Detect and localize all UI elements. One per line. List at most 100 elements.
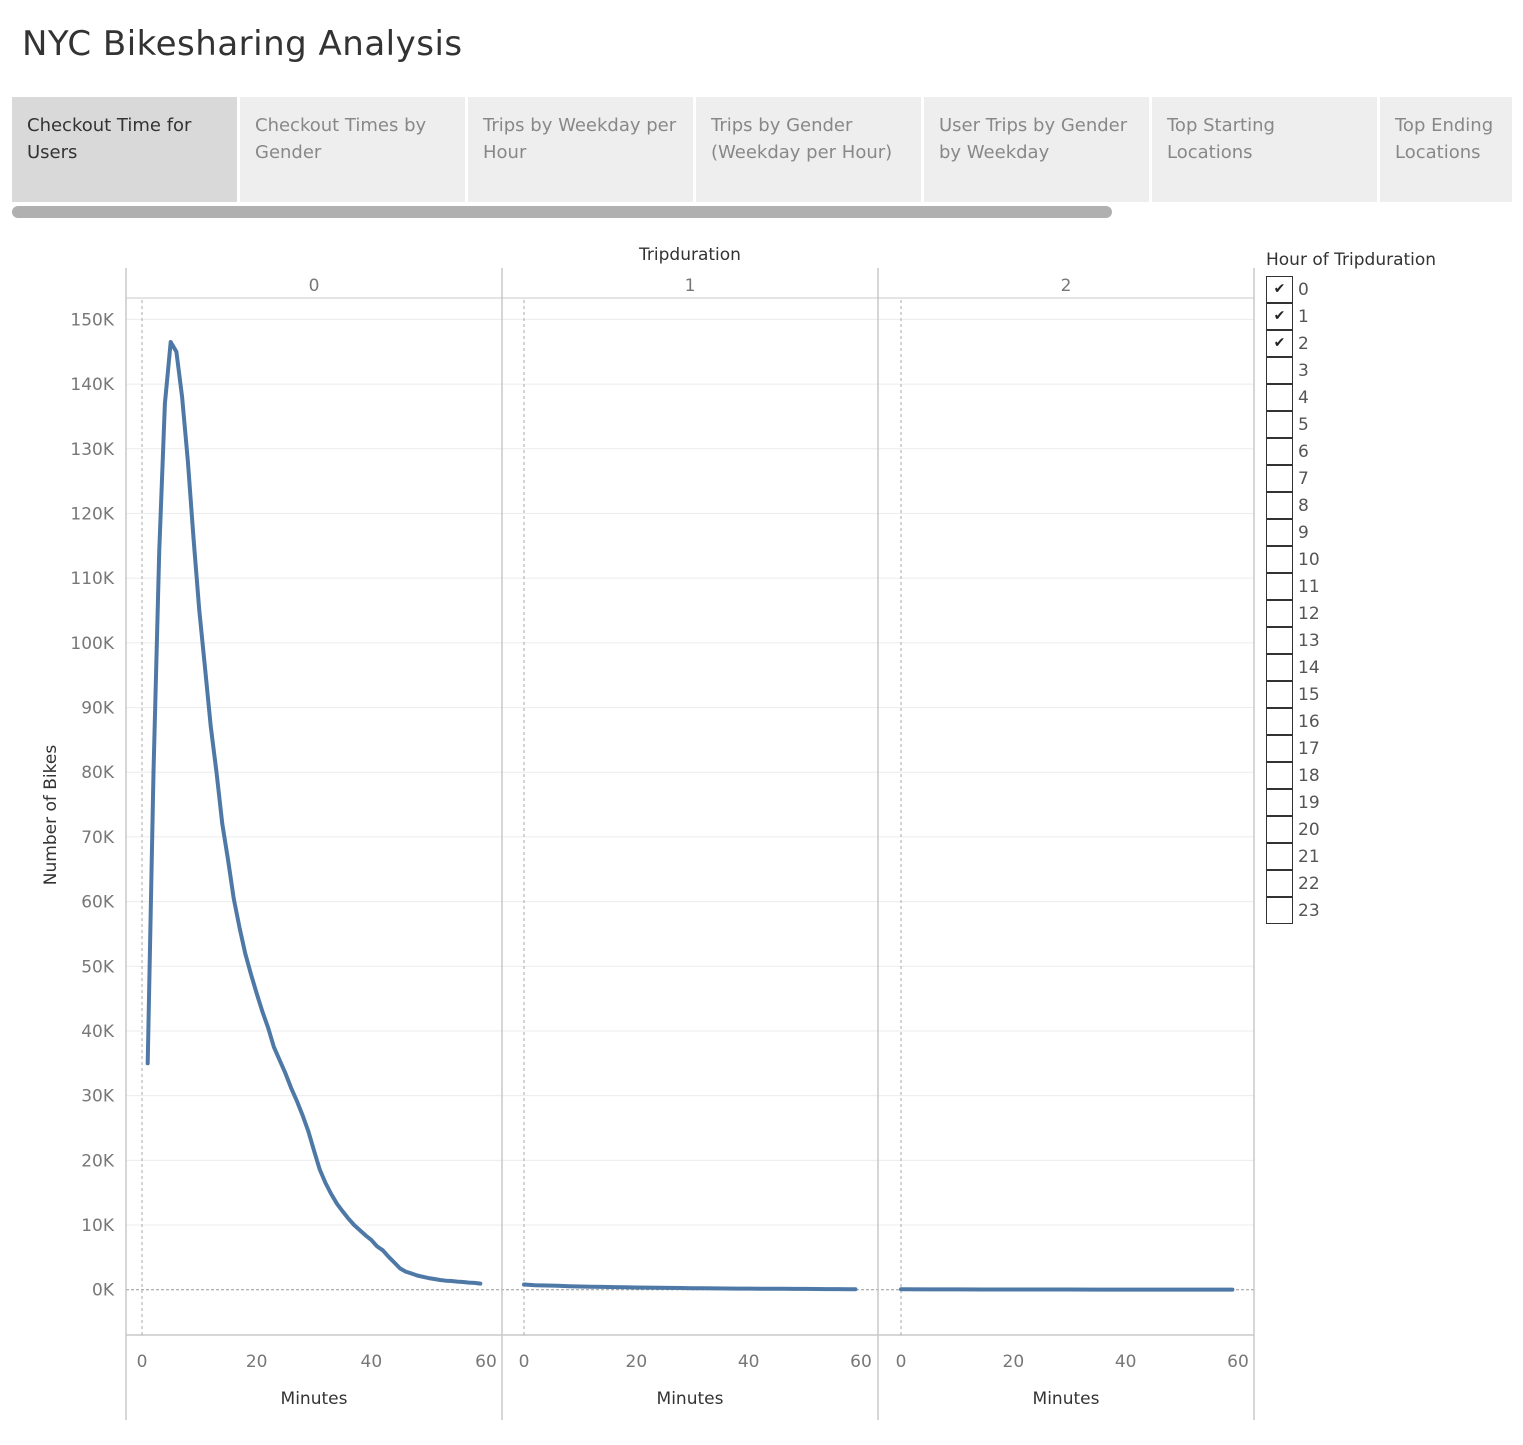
legend-item-label: 9 [1298,522,1309,543]
legend-item-hour-2[interactable]: ✔ 2 [1266,329,1436,357]
checkbox-unchecked-icon[interactable] [1266,680,1293,708]
y-tick-label: 100K [70,634,114,654]
x-tick-label: 40 [738,1352,760,1372]
y-tick-label: 110K [70,569,114,589]
legend-item-label: 23 [1298,900,1320,921]
checkbox-checked-icon[interactable]: ✔ [1266,329,1293,357]
panel-header-label: 2 [1061,276,1072,296]
x-axis-label: Minutes [657,1389,724,1409]
legend-item-hour-23[interactable]: 23 [1266,896,1436,924]
dashboard-tabs: Checkout Time for Users Checkout Times b… [12,97,1512,202]
checkbox-unchecked-icon[interactable] [1266,491,1293,519]
y-tick-label: 60K [81,893,115,913]
legend-item-label: 3 [1298,360,1309,381]
y-tick-label: 30K [81,1087,115,1107]
legend-item-hour-12[interactable]: 12 [1266,599,1436,627]
legend-item-label: 18 [1298,765,1320,786]
checkbox-unchecked-icon[interactable] [1266,464,1293,492]
x-tick-label: 40 [1115,1352,1137,1372]
legend-item-hour-4[interactable]: 4 [1266,383,1436,411]
checkbox-unchecked-icon[interactable] [1266,842,1293,870]
checkbox-unchecked-icon[interactable] [1266,869,1293,897]
x-tick-label: 20 [246,1352,268,1372]
y-tick-label: 140K [70,375,114,395]
legend-item-label: 17 [1298,738,1320,759]
checkbox-checked-icon[interactable]: ✔ [1266,302,1293,330]
legend-item-hour-11[interactable]: 11 [1266,572,1436,600]
tab-trips-by-gender-weekday-per-hour[interactable]: Trips by Gender (Weekday per Hour) [696,97,921,202]
legend-item-hour-18[interactable]: 18 [1266,761,1436,789]
legend-item-hour-20[interactable]: 20 [1266,815,1436,843]
legend-item-label: 20 [1298,819,1320,840]
x-tick-label: 0 [519,1352,530,1372]
legend-item-label: 0 [1298,279,1309,300]
legend-item-hour-22[interactable]: 22 [1266,869,1436,897]
legend-item-label: 4 [1298,387,1309,408]
legend-items: ✔ 0 ✔ 1 ✔ 2 3 4 5 6 7 8 9 10 11 12 13 14 15 16 17 18 19 20 21 22 2… [1266,275,1436,924]
tab-trips-by-weekday-per-hour[interactable]: Trips by Weekday per Hour [468,97,693,202]
checkbox-unchecked-icon[interactable] [1266,545,1293,573]
y-tick-label: 50K [81,957,115,977]
y-tick-label: 90K [81,699,115,719]
legend-item-hour-6[interactable]: 6 [1266,437,1436,465]
legend-item-label: 15 [1298,684,1320,705]
legend-item-hour-17[interactable]: 17 [1266,734,1436,762]
x-tick-label: 60 [475,1352,497,1372]
checkbox-unchecked-icon[interactable] [1266,707,1293,735]
checkbox-checked-icon[interactable]: ✔ [1266,275,1293,303]
legend-item-hour-3[interactable]: 3 [1266,356,1436,384]
checkbox-unchecked-icon[interactable] [1266,896,1293,924]
legend-item-hour-9[interactable]: 9 [1266,518,1436,546]
legend-item-hour-8[interactable]: 8 [1266,491,1436,519]
checkbox-unchecked-icon[interactable] [1266,410,1293,438]
checkbox-unchecked-icon[interactable] [1266,653,1293,681]
legend-item-hour-1[interactable]: ✔ 1 [1266,302,1436,330]
x-axis-label: Minutes [1033,1389,1100,1409]
checkbox-unchecked-icon[interactable] [1266,356,1293,384]
legend-item-hour-15[interactable]: 15 [1266,680,1436,708]
tab-checkout-times-by-gender[interactable]: Checkout Times by Gender [240,97,465,202]
legend-item-hour-13[interactable]: 13 [1266,626,1436,654]
legend-item-label: 2 [1298,333,1309,354]
checkbox-unchecked-icon[interactable] [1266,518,1293,546]
checkbox-unchecked-icon[interactable] [1266,788,1293,816]
x-tick-label: 60 [1227,1352,1249,1372]
legend-item-hour-21[interactable]: 21 [1266,842,1436,870]
legend-item-label: 16 [1298,711,1320,732]
legend-item-hour-14[interactable]: 14 [1266,653,1436,681]
series-line-panel-1 [522,1282,858,1292]
checkbox-unchecked-icon[interactable] [1266,626,1293,654]
facet-title: Tripduration [638,245,741,265]
checkbox-unchecked-icon[interactable] [1266,734,1293,762]
x-tick-label: 60 [850,1352,872,1372]
legend-item-label: 1 [1298,306,1309,327]
checkbox-unchecked-icon[interactable] [1266,572,1293,600]
tabs-scrollbar[interactable] [12,206,1112,218]
legend-item-hour-7[interactable]: 7 [1266,464,1436,492]
tab-top-ending-locations[interactable]: Top Ending Locations [1380,97,1512,202]
y-tick-label: 80K [81,763,115,783]
checkbox-unchecked-icon[interactable] [1266,761,1293,789]
y-axis-label: Number of Bikes [41,745,61,886]
y-tick-label: 40K [81,1022,115,1042]
legend-item-hour-5[interactable]: 5 [1266,410,1436,438]
checkbox-unchecked-icon[interactable] [1266,383,1293,411]
tab-user-trips-by-gender-by-weekday[interactable]: User Trips by Gender by Weekday [924,97,1149,202]
legend-item-label: 21 [1298,846,1320,867]
y-tick-label: 0K [92,1281,115,1301]
x-tick-label: 40 [361,1352,383,1372]
legend-item-hour-0[interactable]: ✔ 0 [1266,275,1436,303]
y-tick-label: 70K [81,828,115,848]
legend-item-label: 10 [1298,549,1320,570]
checkbox-unchecked-icon[interactable] [1266,437,1293,465]
legend-item-hour-10[interactable]: 10 [1266,545,1436,573]
checkbox-unchecked-icon[interactable] [1266,815,1293,843]
legend-item-hour-19[interactable]: 19 [1266,788,1436,816]
tab-top-starting-locations[interactable]: Top Starting Locations [1152,97,1377,202]
checkbox-unchecked-icon[interactable] [1266,599,1293,627]
tab-checkout-time-for-users[interactable]: Checkout Time for Users [12,97,237,202]
legend-item-hour-16[interactable]: 16 [1266,707,1436,735]
x-axis-label: Minutes [281,1389,348,1409]
legend-item-label: 7 [1298,468,1309,489]
